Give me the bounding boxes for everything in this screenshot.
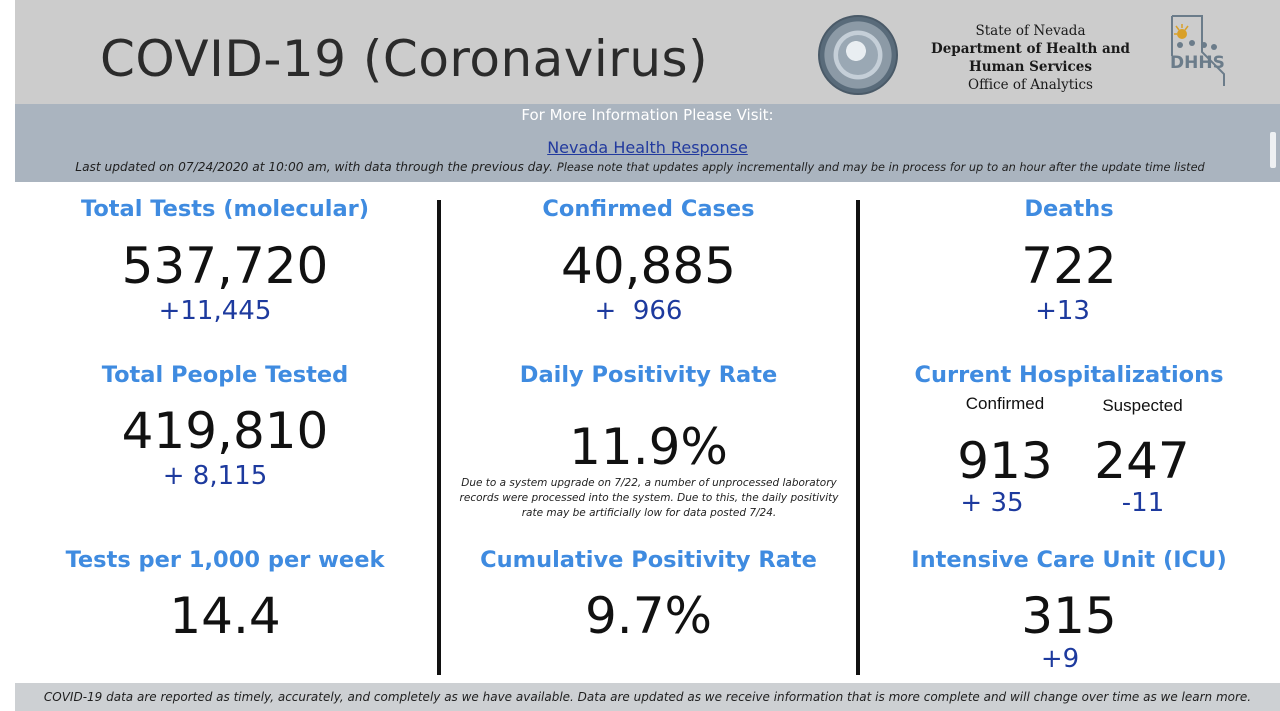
- hospitalizations-suspected-label: Suspected: [1102, 396, 1183, 415]
- org-services-line: Human Services: [969, 59, 1092, 75]
- daily-positivity-value: 11.9%: [569, 418, 728, 476]
- total-people-tested-title: Total People Tested: [101, 362, 349, 388]
- daily-positivity-note: Due to a system upgrade on 7/22, a numbe…: [459, 477, 839, 519]
- icu-delta: +9: [1040, 644, 1080, 674]
- confirmed-cases-value: 40,885: [561, 237, 736, 295]
- hospitalizations-suspected-delta: -11: [1121, 488, 1165, 518]
- tests-per-1000-title: Tests per 1,000 per week: [65, 547, 385, 573]
- daily-positivity-title: Daily Positivity Rate: [519, 362, 778, 388]
- deaths-value: 722: [1021, 237, 1117, 295]
- org-department-line: Department of Health and: [931, 41, 1130, 57]
- deaths-title: Deaths: [1024, 196, 1114, 222]
- dhhs-logo-icon: DHHS: [1170, 15, 1225, 86]
- last-updated-note: Please note that updates apply increment…: [556, 161, 1205, 174]
- total-people-tested-value: 419,810: [121, 402, 329, 460]
- page-title: COVID-19 (Coronavirus): [100, 30, 709, 88]
- total-tests-delta: +11,445: [158, 296, 272, 326]
- tests-per-1000-value: 14.4: [169, 587, 281, 645]
- last-updated-main: Last updated on 07/24/2020 at 10:00 am, …: [75, 160, 554, 174]
- confirmed-cases-title: Confirmed Cases: [542, 196, 755, 222]
- column-divider-left: [437, 200, 441, 675]
- left-edge-strip: [0, 0, 16, 104]
- confirmed-cases-delta: + 966: [594, 296, 683, 326]
- org-state-line: State of Nevada: [975, 23, 1086, 39]
- seal-center: [838, 35, 878, 75]
- icu-value: 315: [1021, 587, 1117, 645]
- total-tests-title: Total Tests (molecular): [80, 196, 370, 222]
- cumulative-positivity-value: 9.7%: [584, 587, 713, 645]
- footer-bar: COVID-19 data are reported as timely, ac…: [15, 683, 1280, 711]
- total-tests-value: 537,720: [121, 237, 329, 295]
- footer-disclaimer: COVID-19 data are reported as timely, ac…: [43, 690, 1252, 704]
- nevada-health-response-link[interactable]: Nevada Health Response: [547, 138, 748, 157]
- total-people-tested-delta: + 8,115: [162, 461, 268, 491]
- org-office-line: Office of Analytics: [968, 77, 1093, 93]
- scrollbar-thumb[interactable]: [1270, 132, 1276, 168]
- header-bar: [15, 0, 1280, 104]
- info-band: For More Information Please Visit: Nevad…: [15, 104, 1280, 182]
- hospitalizations-title: Current Hospitalizations: [914, 362, 1224, 388]
- svg-text:DHHS: DHHS: [1170, 53, 1225, 73]
- hospitalizations-confirmed-value: 913: [957, 432, 1053, 490]
- hospitalizations-confirmed-delta: + 35: [960, 488, 1024, 518]
- visit-label: For More Information Please Visit:: [521, 106, 774, 124]
- last-updated-text: Last updated on 07/24/2020 at 10:00 am, …: [0, 160, 1280, 174]
- nevada-health-link-row: Nevada Health Response: [15, 138, 1280, 157]
- organization-block: State of Nevada Department of Health and…: [928, 22, 1133, 94]
- cumulative-positivity-title: Cumulative Positivity Rate: [480, 547, 817, 573]
- nevada-state-seal-icon: [818, 15, 898, 95]
- hospitalizations-suspected-value: 247: [1094, 432, 1190, 490]
- column-divider-right: [856, 200, 860, 675]
- hospitalizations-confirmed-label: Confirmed: [965, 394, 1045, 413]
- icu-title: Intensive Care Unit (ICU): [911, 547, 1227, 573]
- deaths-delta: +13: [1035, 296, 1090, 326]
